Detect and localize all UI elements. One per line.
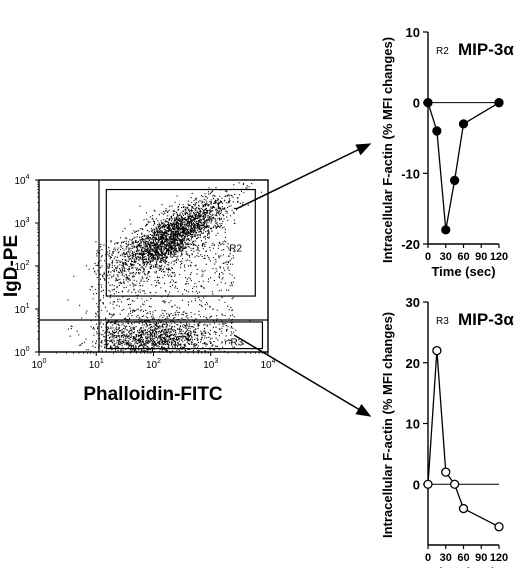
r3-x-tick-label: 120	[490, 552, 508, 564]
r2-gate-label: R2	[436, 46, 449, 57]
r2-data-point	[441, 225, 451, 235]
flow-y-tick-label: 104	[14, 174, 29, 187]
r3-data-point	[449, 479, 460, 489]
r3-x-axis-title: Time (sec)	[431, 565, 495, 568]
r2-x-tick-label: 0	[425, 251, 431, 263]
gate-r2	[105, 188, 256, 297]
r3-annotation: MIP-3α	[458, 310, 514, 329]
r2-x-axis-title: Time (sec)	[431, 264, 495, 279]
flow-y-tick-label: 100	[14, 346, 29, 359]
r3-y-axis-title: Intracellular F-actin (% MFI changes)	[380, 312, 395, 538]
r2-data-point	[432, 126, 442, 136]
r2-data-point	[449, 175, 460, 186]
r3-y-tick-label: 20	[406, 356, 420, 371]
flow-y-tick-label: 101	[14, 303, 29, 316]
flow-x-tick-label: 100	[31, 358, 46, 371]
r2-x-tick-label: 60	[457, 251, 469, 263]
r2-x-tick-label: 30	[440, 251, 452, 263]
r2-annotation: MIP-3α	[458, 40, 514, 59]
flow-x-tick-label: 101	[89, 358, 104, 371]
arrow-r2	[235, 143, 372, 210]
r3-data-point	[423, 479, 433, 489]
r3-gate-label: R3	[436, 316, 449, 327]
r3-y-tick-label: 10	[406, 417, 420, 432]
r3-series-line	[427, 350, 500, 528]
r2-x-tick-label: 120	[490, 251, 508, 263]
r3-y-tick-label: 0	[413, 477, 420, 492]
r3-data-point	[494, 522, 504, 532]
r2-y-axis-title: Intracellular F-actin (% MFI changes)	[380, 37, 395, 263]
arrow-r3	[233, 334, 372, 417]
r2-y-tick-label: -10	[401, 166, 420, 181]
gate-label-r2: R2	[229, 244, 242, 255]
flow-dots-path	[67, 182, 262, 353]
flow-x-axis-title: Phalloidin-FITC	[83, 384, 223, 405]
r3-data-point	[458, 503, 469, 514]
r2-series-line	[427, 102, 500, 231]
r2-data-point	[423, 98, 433, 108]
r2-data-point	[494, 98, 504, 108]
flow-y-axis-title: IgD-PE	[1, 235, 22, 297]
r3-data-point	[432, 345, 442, 356]
flow-x-tick-label: 104	[260, 358, 275, 371]
r2-y-tick-label: 10	[406, 25, 420, 40]
gate-r3	[105, 321, 264, 350]
r3-data-point	[441, 467, 451, 477]
flow-dot-cloud	[67, 182, 262, 353]
flow-gates: R2 R3	[105, 188, 264, 350]
r3-x-tick-label: 60	[457, 552, 469, 564]
gate-label-r3: R3	[230, 338, 243, 349]
r2-y-tick-label: -20	[401, 237, 420, 252]
r2-data-point	[458, 119, 469, 129]
flow-y-tick-label: 103	[14, 217, 29, 230]
r2-y-tick-label: 0	[413, 96, 420, 111]
flow-x-tick-label: 103	[203, 358, 218, 371]
r2-x-tick-label: 90	[475, 251, 487, 263]
flow-x-tick-label: 102	[146, 358, 161, 371]
r3-x-tick-label: 30	[440, 552, 452, 564]
r3-y-tick-label: 30	[406, 295, 420, 310]
r3-x-tick-label: 90	[475, 552, 487, 564]
r3-x-tick-label: 0	[425, 552, 431, 564]
